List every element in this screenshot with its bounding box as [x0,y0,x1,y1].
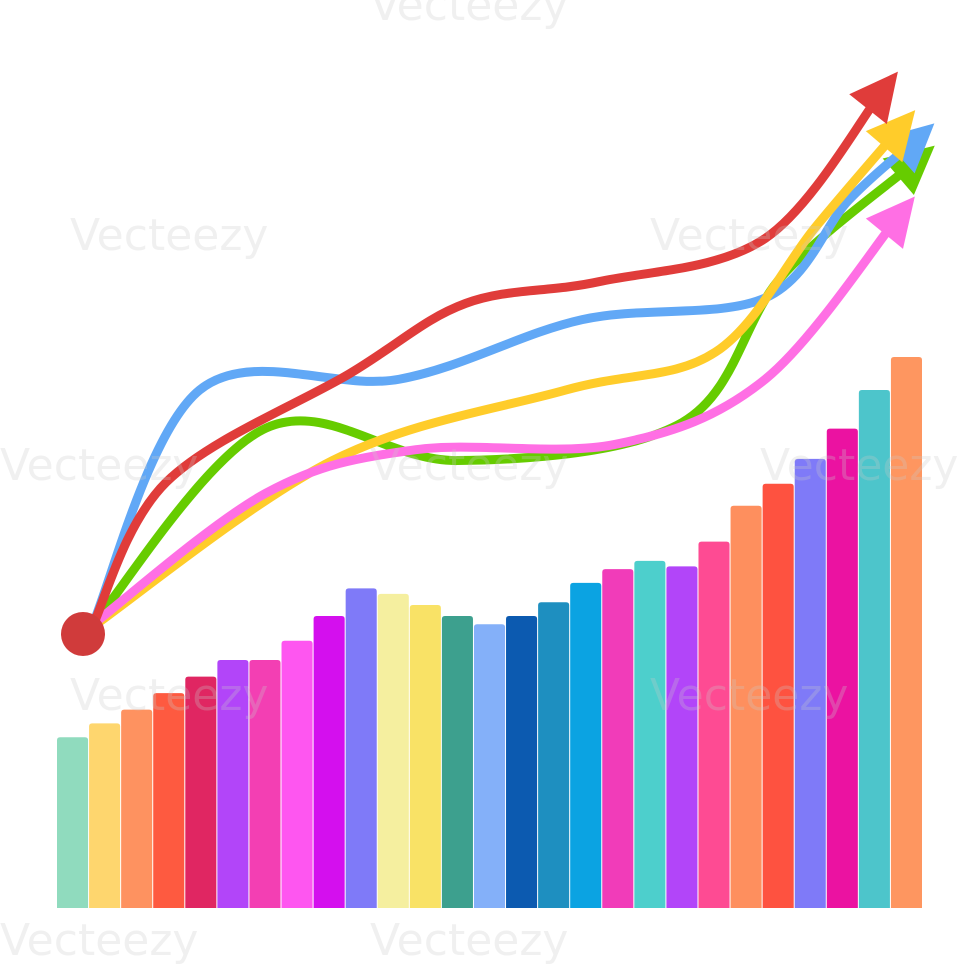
bar-3 [121,709,153,908]
bar-16 [538,602,570,908]
bar-5 [185,676,217,908]
bar-26 [858,390,890,908]
bar-19 [634,560,666,908]
trend-line-5 [86,212,903,631]
bar-15 [506,615,538,908]
bar-11 [377,593,409,908]
bar-6 [217,660,249,908]
bar-23 [762,483,794,908]
bar-12 [409,604,441,908]
bar-10 [345,588,377,908]
bar-27 [890,357,922,908]
bar-20 [666,566,698,908]
bar-9 [313,615,345,908]
trend-line-1 [86,87,887,635]
bar-24 [794,458,826,908]
trend-arrow-group [86,71,935,635]
bar-8 [281,640,313,908]
bar-1 [57,737,89,908]
origin-dot [61,612,105,656]
bar-14 [473,624,506,908]
bar-group [57,357,922,908]
bar-17 [570,582,602,908]
arrowhead-3 [865,110,916,163]
bar-18 [602,569,634,908]
bar-22 [730,505,762,908]
arrowhead-5 [865,196,915,249]
bar-2 [89,723,121,908]
arrowhead-1 [849,71,898,125]
bar-13 [441,615,473,908]
trend-line-2 [86,136,920,634]
bar-4 [153,693,185,908]
trend-line-3 [86,125,903,633]
origin-group [61,612,105,656]
bar-21 [698,541,730,908]
bar-7 [249,660,281,908]
bar-25 [826,428,858,908]
